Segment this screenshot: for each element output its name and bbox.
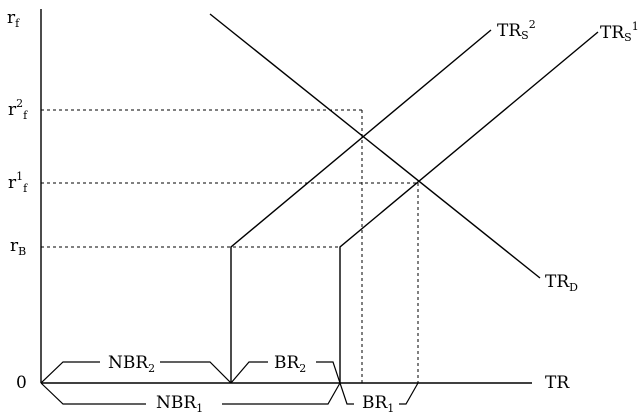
br2-brace bbox=[230, 361, 341, 384]
r2f-label: r2f bbox=[8, 97, 28, 122]
demand-curve bbox=[209, 13, 541, 279]
nbr2-brace bbox=[40, 361, 232, 384]
nbr2-label: NBR2 bbox=[108, 353, 155, 375]
supply-curve-2 bbox=[230, 29, 492, 383]
rB-label: rB bbox=[10, 236, 26, 258]
br1-brace bbox=[339, 382, 419, 405]
br2-label: BR2 bbox=[274, 353, 306, 375]
r1f-label: r1f bbox=[8, 170, 28, 195]
origin-label: 0 bbox=[16, 373, 27, 393]
nbr1-brace bbox=[40, 382, 341, 405]
x-axis-label: TR bbox=[545, 373, 570, 393]
nbr1-label: NBR1 bbox=[156, 393, 203, 413]
supply-curve-1-label: TRS1 bbox=[600, 20, 639, 44]
demand-curve-label: TRD bbox=[545, 272, 578, 294]
br1-label: BR1 bbox=[362, 393, 394, 413]
supply-curve-2-label: TRS2 bbox=[497, 18, 536, 42]
supply-curve-1 bbox=[339, 31, 599, 383]
y-axis-label: rf bbox=[7, 8, 20, 30]
